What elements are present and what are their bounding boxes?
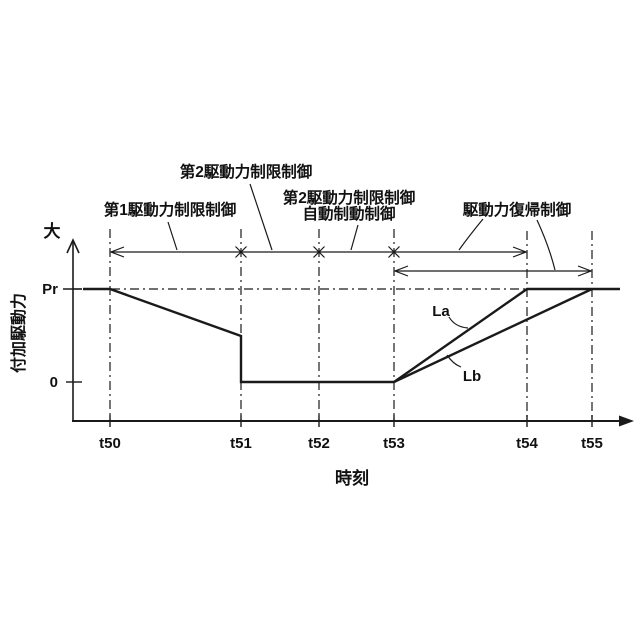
y-axis <box>63 238 82 421</box>
line-lb-label: Lb <box>463 368 481 385</box>
pr-label: Pr <box>42 281 58 298</box>
interval-arrow-row1 <box>109 246 528 258</box>
phase3-label-line2: 自動制動制御 <box>302 204 395 223</box>
interval-arrow-row2 <box>393 265 593 277</box>
leader-phase4-row1 <box>458 218 484 251</box>
x-tick-label-t52: t52 <box>308 435 330 452</box>
row1-left-arrowhead <box>109 246 125 258</box>
y-axis-max-label: 大 <box>44 221 61 241</box>
leader-phase3 <box>350 224 359 251</box>
x-tick-label-t50: t50 <box>99 435 121 452</box>
x-axis <box>72 415 634 427</box>
y-axis-arrowhead <box>66 238 80 254</box>
row1-x-mark-t51 <box>235 246 247 258</box>
row2-left-arrowhead <box>393 265 409 277</box>
leader-phase2 <box>249 183 273 251</box>
line-lb <box>393 287 593 384</box>
phase1-label: 第1駆動力制限制御 <box>104 200 237 219</box>
row1-right-arrowhead <box>512 246 528 258</box>
leader-phase1 <box>167 221 178 251</box>
phase2-label: 第2駆動力制限制御 <box>180 162 313 181</box>
x-tick-label-t51: t51 <box>230 435 252 452</box>
x-tick-label-t55: t55 <box>581 435 603 452</box>
leader-lines <box>167 183 556 368</box>
x-tick-label-t54: t54 <box>516 435 538 452</box>
line-la-label: La <box>432 303 450 320</box>
leader-la <box>448 316 469 329</box>
leader-phase4-row2 <box>536 219 556 271</box>
phase3-label-line1: 第2駆動力制限制御 <box>283 188 416 207</box>
phase4-label: 駆動力復帰制御 <box>463 200 572 219</box>
row1-x-mark-t52 <box>313 246 325 258</box>
row1-x-mark-t53 <box>388 246 400 258</box>
zero-label: 0 <box>50 374 58 391</box>
leader-lb <box>446 354 462 368</box>
y-axis-title: 付加駆動力 <box>9 293 28 373</box>
main-force-curve <box>83 287 394 384</box>
x-tick-label-t53: t53 <box>383 435 405 452</box>
row2-right-arrowhead <box>577 265 593 277</box>
line-la <box>393 287 620 383</box>
vertical-guides <box>109 229 593 421</box>
x-axis-title: 時刻 <box>335 468 369 488</box>
x-axis-arrowhead <box>619 415 634 427</box>
